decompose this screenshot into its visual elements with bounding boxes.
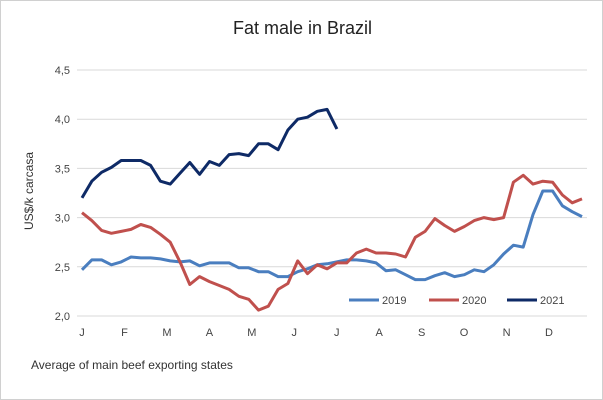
- x-tick-label: J: [79, 327, 85, 339]
- y-tick-label: 4,0: [55, 114, 70, 126]
- y-tick-label: 2,5: [55, 262, 70, 274]
- legend-label-2021: 2021: [540, 295, 564, 307]
- chart-title: Fat male in Brazil: [232, 18, 373, 38]
- x-tick-label: N: [503, 327, 511, 339]
- x-tick-label: F: [121, 327, 128, 339]
- y-tick-label: 2,0: [55, 311, 70, 323]
- x-tick-label: D: [545, 327, 553, 339]
- x-tick-label: M: [247, 327, 256, 339]
- chart-footnote: Average of main beef exporting states: [31, 358, 233, 372]
- legend-label-2019: 2019: [382, 295, 406, 307]
- legend-label-2020: 2020: [462, 295, 486, 307]
- x-tick-label: A: [206, 327, 214, 339]
- x-tick-label: J: [292, 327, 298, 339]
- series-line-2021: [80, 107, 339, 199]
- y-tick-label: 3,5: [55, 163, 70, 175]
- series-line-2020: [81, 173, 583, 312]
- x-tick-label: A: [376, 327, 384, 339]
- y-tick-label: 4,5: [55, 65, 70, 77]
- y-tick-label: 3,0: [55, 213, 70, 225]
- x-tick-label: S: [418, 327, 425, 339]
- x-tick-label: M: [162, 327, 171, 339]
- series-line-2019: [80, 189, 583, 282]
- x-tick-label: J: [334, 327, 340, 339]
- x-tick-label: O: [460, 327, 469, 339]
